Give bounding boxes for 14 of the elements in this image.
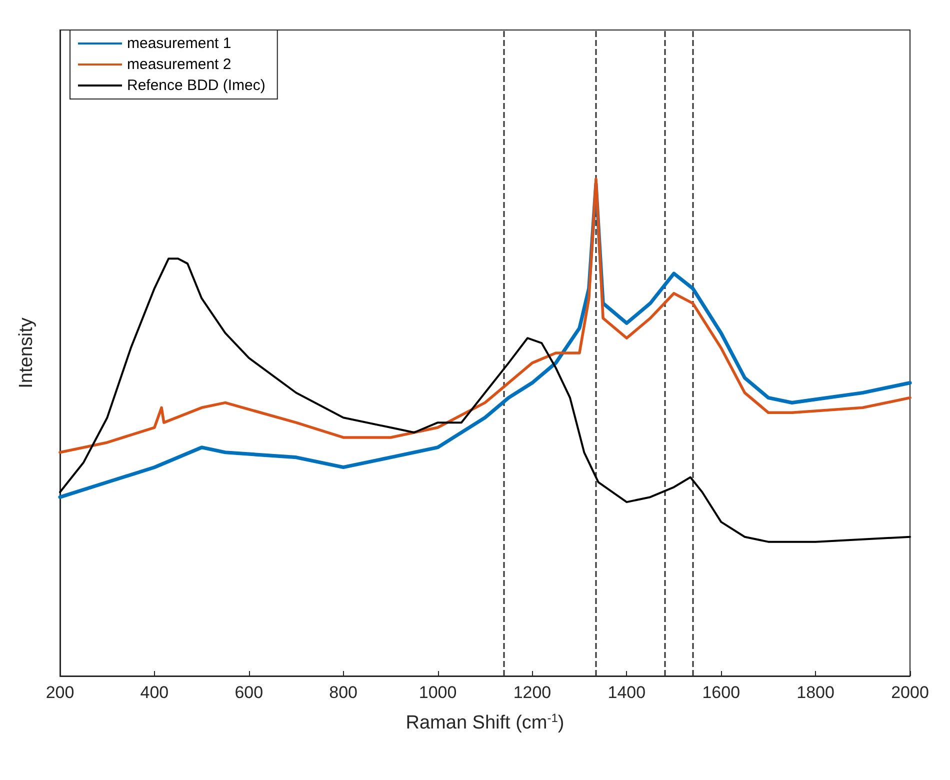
x-tick-label: 1800 [796, 683, 834, 702]
x-tick-label: 2000 [891, 683, 929, 702]
x-tick-label: 1400 [608, 683, 646, 702]
legend-label: measurement 1 [127, 35, 232, 52]
legend-label: Refence BDD (Imec) [127, 77, 266, 94]
x-tick-label: 400 [140, 683, 169, 702]
y-axis-title: Intensity [16, 317, 37, 388]
x-tick-label: 600 [234, 683, 264, 702]
x-tick-label: 800 [329, 683, 358, 702]
x-tick-label: 200 [46, 683, 74, 702]
x-tick-label: 1000 [418, 683, 457, 702]
x-tick-label: 1200 [513, 683, 552, 702]
legend-label: measurement 2 [127, 56, 232, 73]
x-tick-label: 1600 [702, 683, 740, 702]
